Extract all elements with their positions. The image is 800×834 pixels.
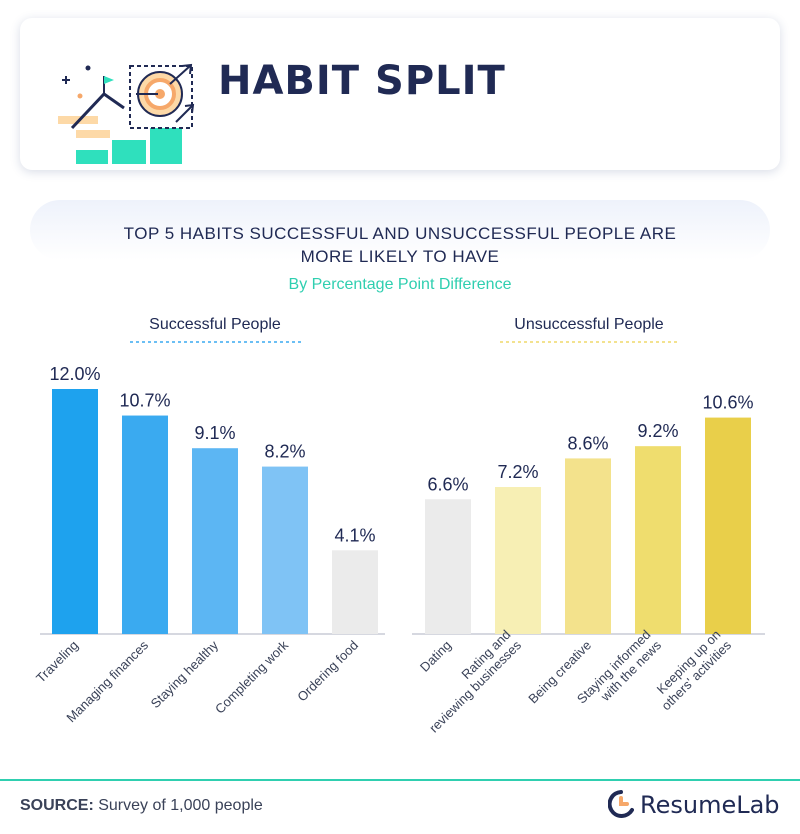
successful-category-label-3: Staying healthy (148, 637, 222, 711)
unsuccessful-bar-2 (495, 487, 541, 634)
chart-title-line1: TOP 5 HABITS SUCCESSFUL AND UNSUCCESSFUL… (123, 224, 677, 243)
successful-value-label-1: 12.0% (49, 364, 100, 384)
header-card: HABIT SPLIT (20, 18, 780, 170)
chart-backdrop (30, 200, 770, 260)
unsuccessful-value-label-1: 6.6% (427, 474, 468, 494)
source-note: SOURCE: Survey of 1,000 people (20, 797, 263, 815)
source-text: Survey of 1,000 people (98, 797, 263, 814)
successful-bar-2 (122, 415, 168, 634)
footer-divider (0, 779, 800, 781)
unsuccessful-people-label: Unsuccessful People (514, 316, 664, 333)
successful-category-label-5: Ordering food (294, 638, 361, 705)
chart-subtitle: By Percentage Point Difference (288, 276, 512, 293)
unsuccessful-bar-4 (635, 446, 681, 634)
page-title: HABIT SPLIT (218, 58, 506, 104)
unsuccessful-bar-5 (705, 417, 751, 634)
unsuccessful-value-label-5: 10.6% (702, 393, 753, 413)
unsuccessful-category-label-2: Rating andreviewing businesses (416, 627, 525, 736)
target-growth-icon (58, 63, 195, 164)
successful-category-label-1: Traveling (33, 638, 81, 686)
brand-logo: ResumeLab (608, 790, 780, 820)
successful-people-label: Successful People (149, 316, 281, 333)
successful-bar-3 (192, 448, 238, 634)
unsuccessful-category-label-4: Staying informedwith the news (574, 627, 665, 718)
successful-bar-1 (52, 389, 98, 634)
successful-value-label-2: 10.7% (119, 391, 170, 411)
successful-value-label-4: 8.2% (264, 442, 305, 462)
resumelab-logo-icon (608, 790, 634, 818)
unsuccessful-value-label-4: 9.2% (637, 421, 678, 441)
successful-bar-4 (262, 466, 308, 634)
brand-name: ResumeLab (640, 791, 780, 819)
unsuccessful-bar-1 (425, 499, 471, 634)
successful-bar-5 (332, 550, 378, 634)
source-label: SOURCE: (20, 797, 94, 814)
unsuccessful-value-label-3: 8.6% (567, 433, 608, 453)
successful-category-label-4: Completing work (212, 637, 291, 716)
unsuccessful-bar-3 (565, 458, 611, 634)
unsuccessful-category-label-5: Keeping up onothers' activities (648, 627, 735, 714)
unsuccessful-category-label-1: Dating (417, 638, 454, 675)
successful-value-label-5: 4.1% (334, 525, 375, 545)
successful-value-label-3: 9.1% (194, 423, 235, 443)
chart-title-line2: MORE LIKELY TO HAVE (300, 247, 500, 266)
unsuccessful-value-label-2: 7.2% (497, 462, 538, 482)
